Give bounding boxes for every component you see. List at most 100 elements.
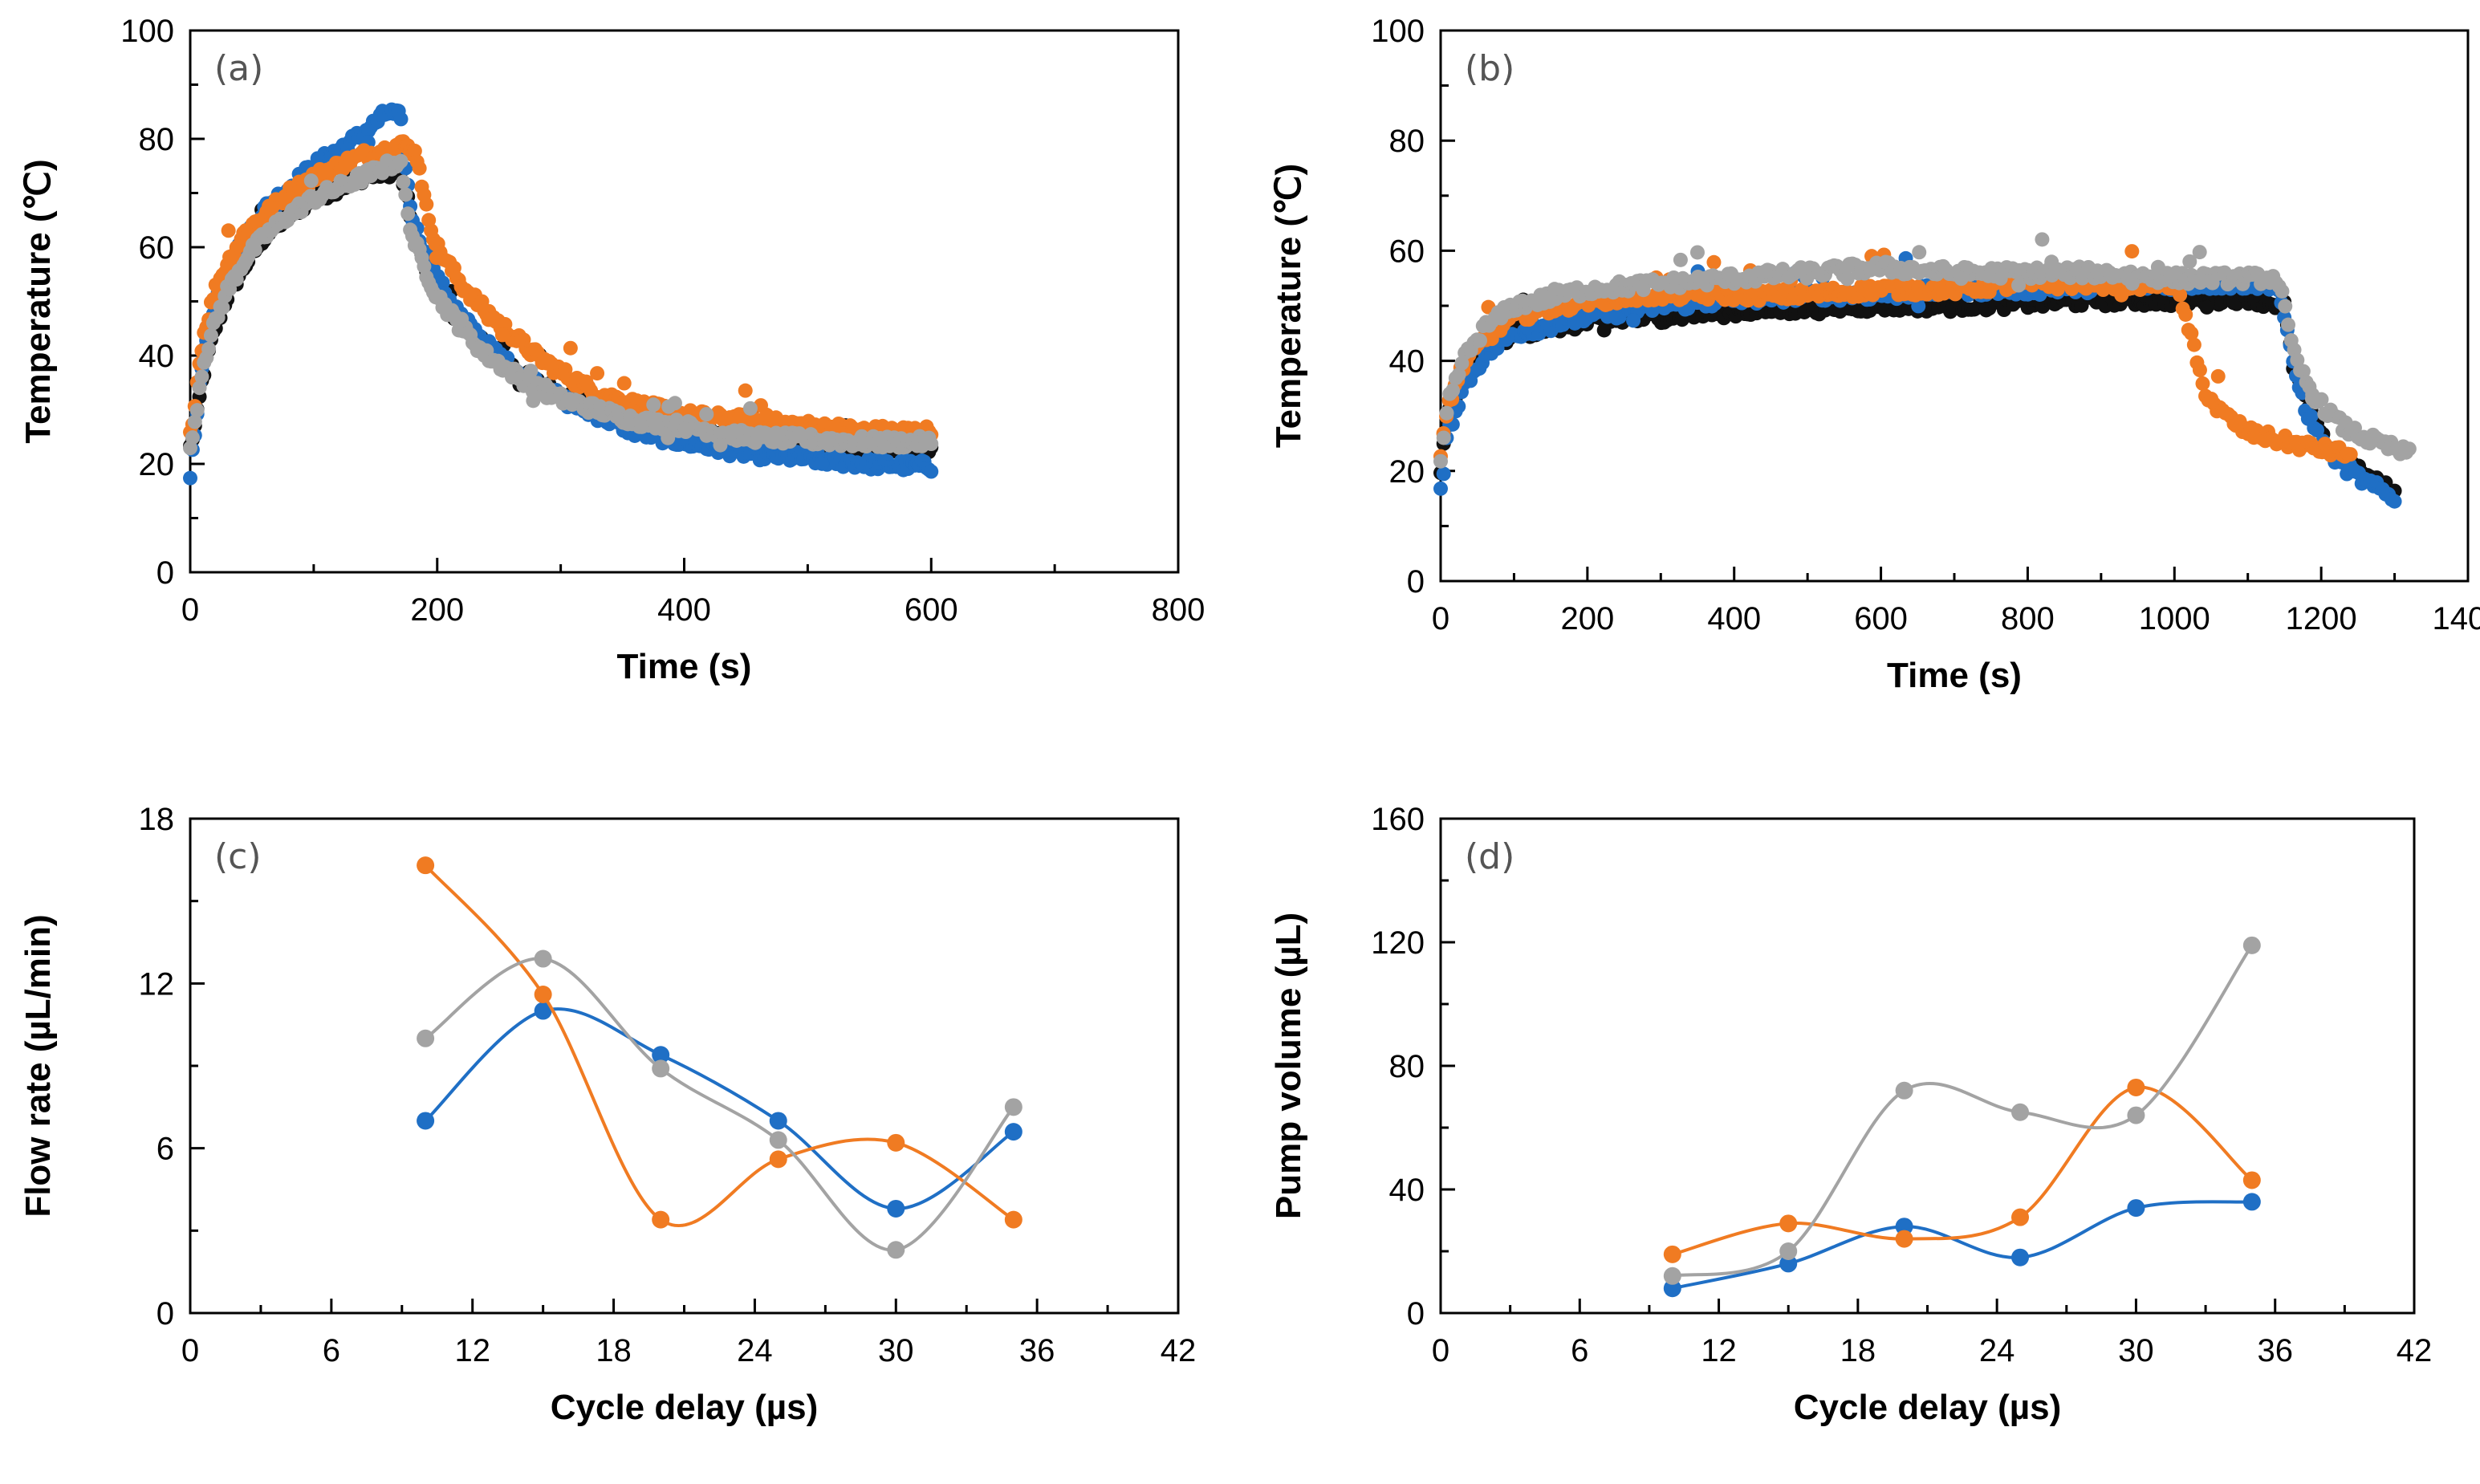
data-point xyxy=(652,1059,670,1078)
data-point xyxy=(1439,405,1454,421)
y-tick-label: 80 xyxy=(1389,1049,1425,1084)
data-point xyxy=(887,1199,905,1218)
data-point xyxy=(534,1002,552,1020)
data-point xyxy=(1689,245,1705,260)
data-point xyxy=(201,341,217,356)
data-point xyxy=(393,153,409,169)
y-tick-label: 120 xyxy=(1371,925,1425,961)
data-point xyxy=(1436,430,1451,445)
data-point xyxy=(417,258,432,274)
data-point xyxy=(2242,1193,2261,1211)
data-point xyxy=(2278,299,2293,314)
data-point xyxy=(1433,481,1448,496)
x-tick-label: 1000 xyxy=(2139,601,2210,636)
data-point xyxy=(400,206,416,222)
data-point xyxy=(2011,1103,2030,1121)
y-axis-title: Pump volume (µL) xyxy=(1269,913,1308,1219)
data-point xyxy=(1596,323,1612,338)
data-point xyxy=(187,414,202,429)
data-point xyxy=(2343,447,2358,462)
x-tick-label: 6 xyxy=(323,1333,340,1368)
data-point xyxy=(887,1133,905,1152)
y-tick-label: 6 xyxy=(157,1132,174,1167)
data-point xyxy=(194,369,209,384)
data-point xyxy=(713,437,728,453)
data-point xyxy=(769,1150,787,1169)
data-point xyxy=(526,393,541,409)
series-line xyxy=(424,864,1014,1228)
data-point xyxy=(2127,1078,2145,1096)
x-tick-label: 30 xyxy=(878,1333,914,1368)
data-point xyxy=(759,407,774,422)
data-point xyxy=(1895,1230,1913,1248)
y-tick-label: 12 xyxy=(139,966,175,1002)
data-point xyxy=(189,403,205,418)
data-point xyxy=(2228,418,2243,433)
data-point xyxy=(1626,313,1641,328)
data-point xyxy=(1912,245,1927,260)
data-point xyxy=(2173,287,2188,303)
y-axis-title: Flow rate (µL/min) xyxy=(18,914,58,1217)
x-tick-label: 36 xyxy=(2257,1333,2293,1368)
series-line xyxy=(1672,1085,2254,1256)
data-point xyxy=(2195,376,2210,391)
x-tick-label: 18 xyxy=(1840,1333,1876,1368)
x-tick-label: 36 xyxy=(1019,1333,1055,1368)
x-tick-label: 0 xyxy=(181,592,199,628)
y-tick-label: 100 xyxy=(120,14,174,49)
x-tick-label: 18 xyxy=(596,1333,632,1368)
y-tick-label: 60 xyxy=(1389,234,1425,269)
data-point xyxy=(887,1241,905,1259)
data-point xyxy=(2192,363,2207,378)
data-point xyxy=(2401,441,2417,457)
series-gray xyxy=(183,153,939,456)
series-orange xyxy=(417,856,1022,1229)
y-tick-label: 20 xyxy=(139,447,175,482)
data-point xyxy=(412,161,427,176)
data-point xyxy=(1663,1245,1681,1263)
data-point xyxy=(677,421,693,437)
x-axis-title: Time (s) xyxy=(617,647,752,686)
data-point xyxy=(2114,287,2129,303)
data-point xyxy=(1673,252,1688,267)
y-axis-title: Temperature (℃) xyxy=(1269,164,1308,448)
data-point xyxy=(1436,466,1451,482)
data-point xyxy=(2035,232,2050,247)
x-tick-label: 12 xyxy=(454,1333,490,1368)
chart-c: 0 6 12 18 24 30 36 42 0 6 12 18 Cycle delay (µs) Flow… xyxy=(18,802,1196,1427)
data-point xyxy=(1547,282,1562,297)
plot-area xyxy=(417,856,1022,1259)
data-point xyxy=(1433,453,1448,469)
data-point xyxy=(1004,1098,1022,1116)
data-point xyxy=(2150,259,2165,274)
x-tick-label: 6 xyxy=(1571,1333,1588,1368)
data-point xyxy=(1779,1242,1798,1260)
x-axis-title: Cycle delay (µs) xyxy=(1794,1388,2062,1427)
data-point xyxy=(2242,936,2261,954)
data-point xyxy=(563,340,578,356)
data-point xyxy=(398,187,413,202)
panel-label: (c) xyxy=(214,836,262,877)
series-blue xyxy=(417,1002,1022,1218)
data-point xyxy=(2011,1208,2030,1226)
data-point xyxy=(419,197,434,212)
data-point xyxy=(2127,1199,2145,1218)
data-point xyxy=(661,430,676,445)
data-point xyxy=(215,300,230,315)
data-point xyxy=(2182,254,2197,269)
data-point xyxy=(534,986,552,1004)
data-point xyxy=(2210,368,2226,384)
series-orange xyxy=(1663,1078,2261,1263)
series-gray xyxy=(417,949,1022,1259)
data-point xyxy=(1663,1266,1681,1285)
chart-d: 0 6 12 18 24 30 36 42 0 40 80 120 160 Cycle delay (µs… xyxy=(1269,802,2432,1427)
chart-a: 0 200 400 600 800 0 20 40 60 80 100 Time (s) Tempera… xyxy=(18,14,1205,686)
data-point xyxy=(2310,423,2324,438)
x-tick-label: 600 xyxy=(905,592,958,628)
data-point xyxy=(417,1112,435,1130)
y-tick-label: 0 xyxy=(157,555,174,591)
data-point xyxy=(2011,278,2027,293)
x-tick-label: 800 xyxy=(1152,592,1205,628)
